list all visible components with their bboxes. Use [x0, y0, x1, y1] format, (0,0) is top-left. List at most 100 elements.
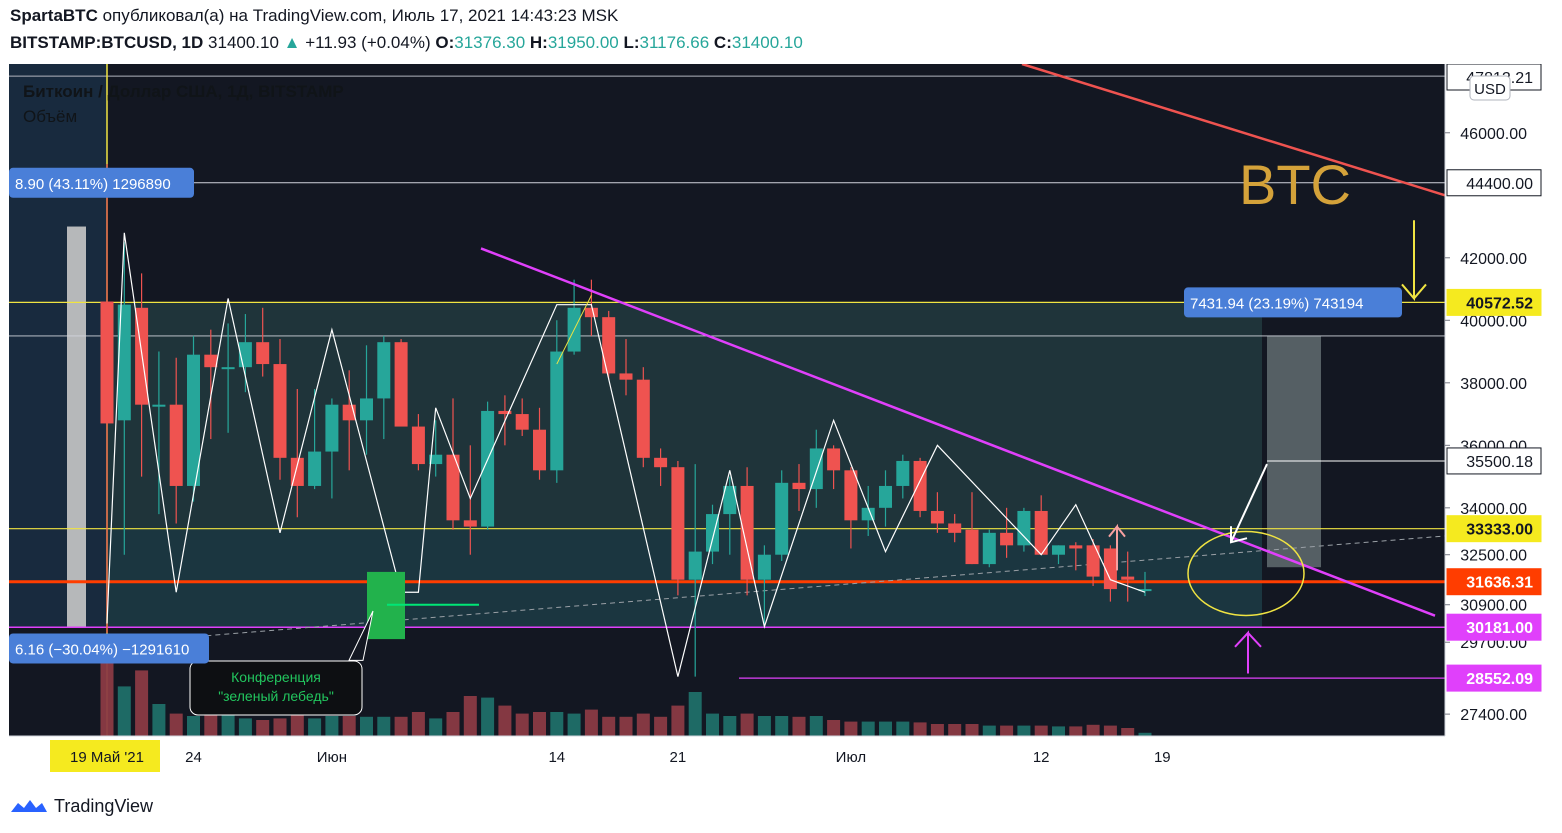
- volume-bar: [533, 712, 546, 736]
- candle-body: [325, 404, 339, 452]
- open-value: 31376.30: [454, 33, 526, 52]
- legend-volume: Объём: [23, 107, 77, 126]
- price-label-box: [1446, 447, 1542, 475]
- candle-body: [792, 482, 806, 490]
- volume-bar: [792, 716, 806, 736]
- candle-body: [619, 373, 633, 380]
- volume-bar: [844, 721, 858, 736]
- y-tick-label: 34000.00: [1460, 501, 1527, 518]
- volume-bar: [1069, 726, 1083, 736]
- candle-body: [377, 342, 391, 399]
- x-tick-label: 14: [548, 749, 565, 766]
- volume-bar: [498, 705, 512, 736]
- price-change: +11.93 (+0.04%): [305, 33, 431, 52]
- volume-bar: [256, 720, 270, 736]
- candle-body: [117, 304, 131, 421]
- high-value: 31950.00: [547, 33, 619, 52]
- candle-body: [187, 354, 200, 486]
- y-tick-label: 27400.00: [1460, 707, 1527, 724]
- candle-body: [896, 460, 910, 486]
- volume-bar: [290, 713, 304, 736]
- x-tick-label: 24: [185, 749, 202, 766]
- volume-bar: [636, 713, 650, 736]
- candle-body: [584, 307, 598, 318]
- footer-brand[interactable]: TradingView: [54, 795, 154, 816]
- published-text: опубликовал(а) на TradingView.com, Июль …: [102, 6, 619, 25]
- target-box: [1267, 335, 1321, 568]
- measure-label-box: [9, 167, 194, 198]
- price-chart[interactable]: BTC Биткоин / Доллар США, 1Д, BITSTAMP Объ…: [9, 64, 1553, 777]
- volume-bar: [1121, 728, 1135, 736]
- footer: TradingView: [10, 794, 153, 818]
- candle-body: [550, 351, 564, 471]
- magenta-arrow: [1234, 630, 1262, 674]
- volume-bar: [342, 716, 356, 736]
- measure-box-left: [9, 64, 107, 628]
- volume-bar: [429, 718, 443, 736]
- candle-body: [360, 398, 373, 421]
- candle-body: [654, 457, 668, 468]
- volume-bar: [169, 713, 183, 736]
- tradingview-logo-icon: [11, 800, 47, 812]
- volume-bar: [775, 716, 789, 736]
- volume-bar: [619, 716, 633, 736]
- volume-bar: [1052, 726, 1065, 736]
- y-tick-label: 32500.00: [1460, 548, 1527, 565]
- volume-bar: [1034, 725, 1048, 736]
- candle-body: [515, 414, 529, 430]
- candle-body: [1017, 510, 1031, 546]
- volume-bar: [481, 697, 495, 736]
- callout-pointer: [348, 610, 374, 661]
- volume-bar: [325, 716, 339, 736]
- price-label: 31636.31: [1466, 575, 1533, 592]
- candle-body: [602, 317, 616, 374]
- candle-body: [1086, 545, 1100, 577]
- volume-bar: [861, 721, 875, 736]
- price-label: 44400.00: [1466, 176, 1533, 193]
- candle-body: [533, 429, 546, 471]
- y-tick-label: 40000.00: [1460, 313, 1527, 330]
- y-tick-label: 30900.00: [1460, 598, 1527, 615]
- candle-body: [1103, 548, 1117, 590]
- price-label-box: [1446, 613, 1542, 641]
- volume-bar: [377, 716, 391, 736]
- volume-bar: [273, 718, 287, 736]
- price-label-box: [1446, 515, 1542, 543]
- red-trendline: [1021, 64, 1445, 197]
- candle-body: [1138, 589, 1152, 592]
- measure-label: 7431.94 (23.19%) 743194: [1190, 295, 1363, 312]
- candle-body: [394, 342, 408, 427]
- volume-bar: [515, 713, 529, 736]
- volume-bar: [654, 716, 668, 736]
- candle-body: [775, 482, 789, 555]
- volume-bar: [809, 716, 823, 736]
- candle-body: [948, 523, 962, 533]
- header-line-2: BITSTAMP:BTCUSD, 1D 31400.10 ▲ +11.93 (+…: [10, 33, 803, 53]
- x-tick-label: Июл: [836, 749, 866, 766]
- volume-bar: [187, 716, 200, 736]
- author-name[interactable]: SpartaBTC: [10, 6, 98, 25]
- yellow-arrow: [1401, 220, 1427, 302]
- volume-bar: [723, 716, 737, 736]
- wave-path: [106, 232, 1146, 677]
- volume-bar: [238, 718, 252, 736]
- legend-title: Биткоин / Доллар США, 1Д, BITSTAMP: [23, 82, 344, 101]
- candle-body: [1069, 545, 1083, 549]
- price-label: 30181.00: [1466, 620, 1533, 637]
- candle-body: [1000, 532, 1014, 546]
- price-label: 40572.52: [1466, 295, 1533, 312]
- volume-bar: [706, 713, 719, 736]
- candle-body: [221, 367, 235, 370]
- currency-badge: [1469, 75, 1511, 101]
- magenta-trendline: [480, 247, 1436, 617]
- volume-bar: [135, 670, 149, 736]
- measure-label-box: [1184, 287, 1402, 318]
- volume-bar: [930, 724, 944, 736]
- volume-bar: [550, 712, 564, 736]
- candle-body: [1121, 576, 1135, 580]
- volume-bar: [360, 716, 373, 736]
- plot-area: [9, 64, 1445, 736]
- candle-body: [982, 532, 996, 565]
- price-label-box: [1446, 664, 1542, 692]
- volume-bar: [688, 692, 702, 736]
